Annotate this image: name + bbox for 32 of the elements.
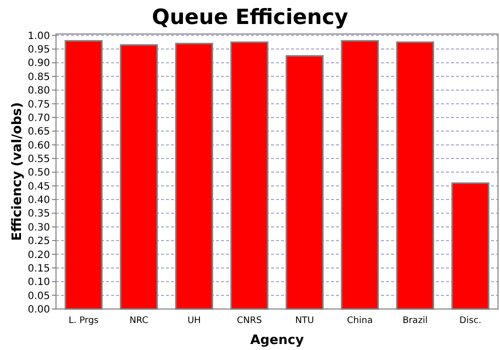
x-tick-label: CNRS xyxy=(236,316,262,326)
x-tick-label: NTU xyxy=(295,316,314,326)
y-tick-label: 0.95 xyxy=(28,44,50,56)
x-tick-label: UH xyxy=(187,316,201,326)
y-tick-label: 0.75 xyxy=(28,99,50,110)
y-tick-label: 0.55 xyxy=(28,154,50,165)
y-tick-label: 0.25 xyxy=(28,236,50,248)
y-tick-label: 0.00 xyxy=(28,304,50,316)
chart-title: Queue Efficiency xyxy=(152,5,348,29)
y-tick-label: 0.30 xyxy=(28,222,50,234)
x-tick-label: Disc. xyxy=(459,316,482,326)
y-tick-label: 0.60 xyxy=(28,140,50,152)
y-tick-label: 0.50 xyxy=(28,168,50,179)
y-tick-label: 0.45 xyxy=(28,181,50,192)
y-tick-label: 0.70 xyxy=(28,112,50,124)
y-tick-label: 0.65 xyxy=(28,126,50,138)
y-tick-label: 1.00 xyxy=(28,30,50,42)
y-tick-label: 0.90 xyxy=(28,58,50,70)
y-tick-label: 0.35 xyxy=(28,208,50,220)
x-tick-label: NRC xyxy=(129,316,148,326)
y-tick-label: 0.20 xyxy=(28,250,50,261)
y-tick-label: 0.80 xyxy=(28,86,50,97)
y-tick-label: 0.40 xyxy=(28,195,50,206)
x-tick-label: Brazil xyxy=(402,316,428,326)
y-tick-label: 0.85 xyxy=(28,72,50,83)
y-tick-label: 0.10 xyxy=(28,277,50,288)
y-tick-label: 0.05 xyxy=(28,290,50,302)
y-axis-title: Efficiency (val/obs) xyxy=(10,102,25,241)
x-axis-title: Agency xyxy=(250,333,304,348)
x-tick-label: L. Prgs xyxy=(68,316,99,326)
y-tick-label: 0.15 xyxy=(28,263,50,274)
x-tick-label: China xyxy=(347,316,373,326)
